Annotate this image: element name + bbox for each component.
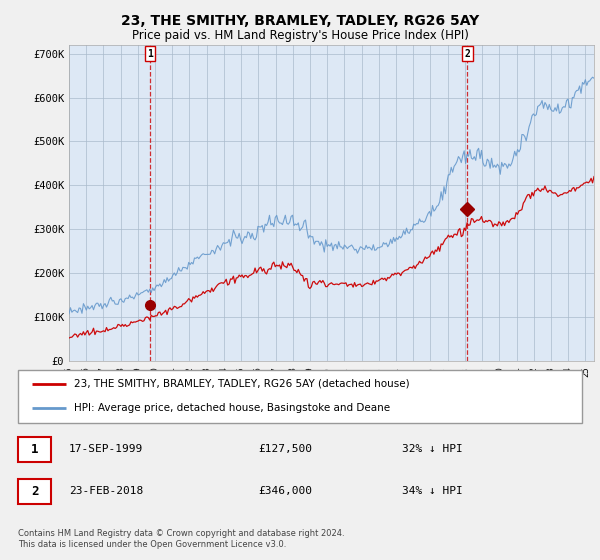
Text: £127,500: £127,500 [258,445,312,454]
Text: 1: 1 [31,443,38,456]
Text: 1: 1 [147,49,153,59]
Text: 23, THE SMITHY, BRAMLEY, TADLEY, RG26 5AY: 23, THE SMITHY, BRAMLEY, TADLEY, RG26 5A… [121,14,479,28]
Text: 2: 2 [464,49,470,59]
FancyBboxPatch shape [18,370,582,423]
Text: HPI: Average price, detached house, Basingstoke and Deane: HPI: Average price, detached house, Basi… [74,403,391,413]
Text: 32% ↓ HPI: 32% ↓ HPI [402,445,463,454]
Text: 23-FEB-2018: 23-FEB-2018 [69,487,143,496]
Text: 17-SEP-1999: 17-SEP-1999 [69,445,143,454]
Text: 34% ↓ HPI: 34% ↓ HPI [402,487,463,496]
Text: 2: 2 [31,485,38,498]
Text: £346,000: £346,000 [258,487,312,496]
Text: 23, THE SMITHY, BRAMLEY, TADLEY, RG26 5AY (detached house): 23, THE SMITHY, BRAMLEY, TADLEY, RG26 5A… [74,379,410,389]
Text: Contains HM Land Registry data © Crown copyright and database right 2024.
This d: Contains HM Land Registry data © Crown c… [18,529,344,549]
Text: Price paid vs. HM Land Registry's House Price Index (HPI): Price paid vs. HM Land Registry's House … [131,29,469,42]
